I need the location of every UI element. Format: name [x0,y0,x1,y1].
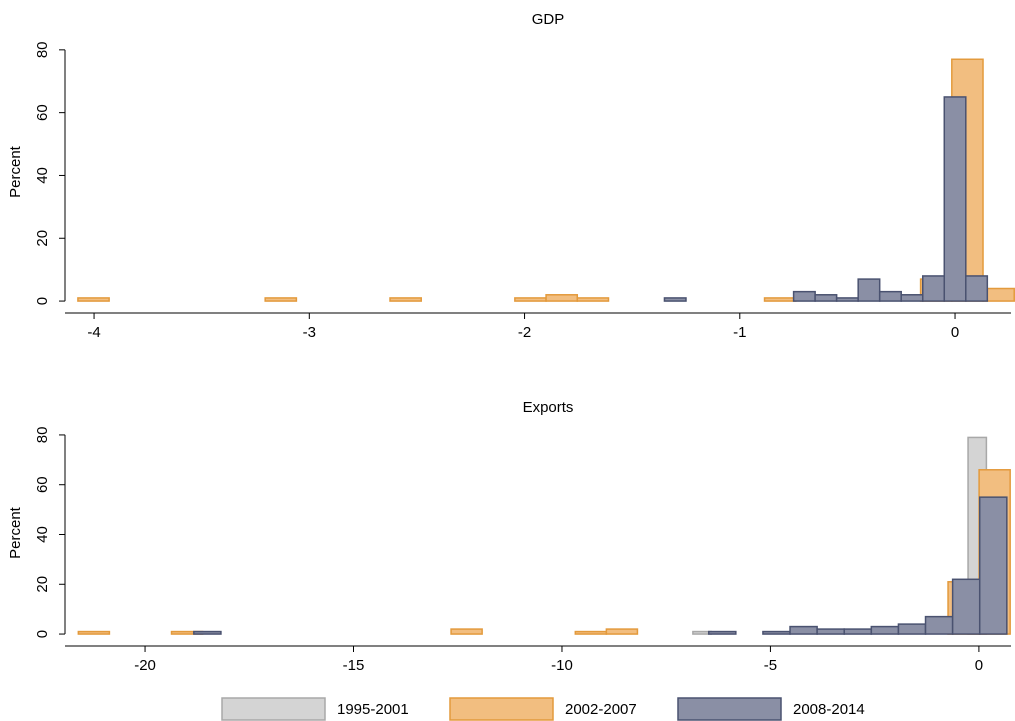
y-tick-label: 80 [34,427,51,444]
histogram-bar [965,275,989,302]
x-tick-label: -2 [518,324,531,341]
histogram-bar [870,625,900,635]
histogram-bar [264,297,298,302]
histogram-bar [814,294,838,302]
legend-label: 2002-2007 [565,701,637,718]
y-tick-label: 20 [34,576,51,593]
x-tick-label: -5 [764,657,777,674]
histogram-bar [450,628,483,635]
histogram-bar [389,297,422,302]
histogram-bar [897,623,927,635]
y-tick-label: 60 [34,104,51,121]
y-tick-label: 80 [34,41,51,58]
histogram-bar [707,630,737,635]
histogram-bar [514,297,547,302]
y-axis-label: Percent [7,506,24,559]
x-tick-label: -1 [733,324,746,341]
y-tick-label: 0 [34,297,51,305]
histogram-bar [857,278,881,302]
y-axis-label: Percent [7,145,24,198]
histogram-bar [193,630,222,635]
histogram-bar [924,615,954,635]
histogram-bar [943,96,967,302]
histogram-bar [843,628,873,635]
histogram-bar [77,297,110,302]
legend-swatch [221,697,326,721]
x-tick-label: -4 [87,324,100,341]
y-tick-label: 40 [34,526,51,543]
histogram-bar [574,630,608,635]
histogram-bar [789,625,818,635]
histogram-bar [900,294,924,302]
x-tick-label: -3 [303,324,316,341]
histogram-bar [792,290,816,302]
chart-title: Exports [523,399,574,416]
x-tick-label: -20 [134,657,156,674]
legend-label: 1995-2001 [337,701,409,718]
x-tick-label: 0 [975,657,983,674]
histogram-bar [663,297,687,302]
histogram-bar [545,294,579,302]
histogram-bar [951,578,981,635]
histogram-bar [576,297,610,302]
x-tick-label: 0 [951,324,959,341]
histogram-bar [816,628,845,635]
histogram-bar [605,628,639,635]
y-tick-label: 40 [34,167,51,184]
histogram-bar [978,496,1008,635]
x-tick-label: -10 [551,657,573,674]
histogram-bar [835,297,859,302]
histogram-bar [763,297,797,302]
y-tick-label: 20 [34,230,51,247]
histogram-bar [762,630,791,635]
histogram-bar [878,290,902,302]
legend-swatch [449,697,554,721]
histogram-bar [77,630,111,635]
y-tick-label: 0 [34,630,51,638]
chart-title: GDP [532,11,565,28]
legend-swatch [677,697,782,721]
y-tick-label: 60 [34,476,51,493]
legend-label: 2008-2014 [793,701,865,718]
x-tick-label: -15 [343,657,365,674]
histogram-bar [921,275,946,302]
